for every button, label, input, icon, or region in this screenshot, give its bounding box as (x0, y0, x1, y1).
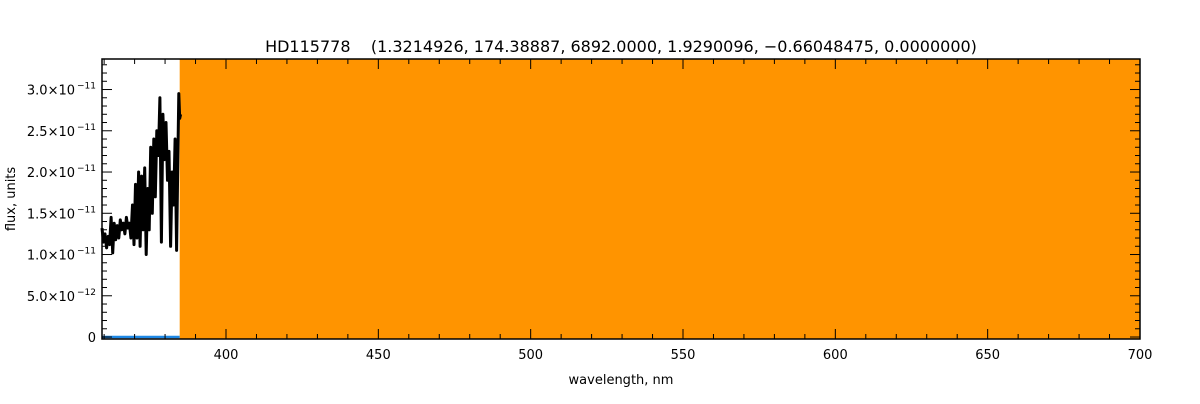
y-tick-exponent: −12 (77, 288, 96, 298)
x-tick-label: 450 (366, 348, 391, 363)
y-tick-label: 2.5×10 (27, 125, 75, 140)
y-tick-exponent: −11 (77, 164, 96, 174)
y-tick-label: 2.0×10 (27, 166, 75, 181)
y-tick-label: 0 (88, 331, 96, 346)
series-line-0 (100, 92, 183, 256)
x-tick-label: 600 (823, 348, 848, 363)
plot-frame (101, 58, 1141, 340)
x-axis-label: wavelength, nm (569, 373, 674, 388)
x-tick-label: 500 (518, 348, 543, 363)
x-tick-label: 700 (1128, 348, 1153, 363)
y-axis-label: flux, units (4, 167, 19, 232)
y-tick-label: 3.0×10 (27, 84, 75, 99)
y-tick-exponent: −11 (77, 247, 96, 257)
y-tick-exponent: −11 (77, 82, 96, 92)
y-tick-exponent: −11 (77, 205, 96, 215)
y-tick-label: 1.5×10 (27, 207, 75, 222)
x-tick-label: 400 (214, 348, 239, 363)
x-tick-label: 650 (975, 348, 1000, 363)
y-tick-exponent: −11 (77, 123, 96, 133)
chart-title: HD115778 (1.3214926, 174.38887, 6892.000… (265, 37, 977, 56)
y-tick-label: 1.0×10 (27, 249, 75, 264)
x-tick-label: 550 (671, 348, 696, 363)
shaded-region (179, 59, 1140, 339)
y-tick-label: 5.0×10 (27, 290, 75, 305)
